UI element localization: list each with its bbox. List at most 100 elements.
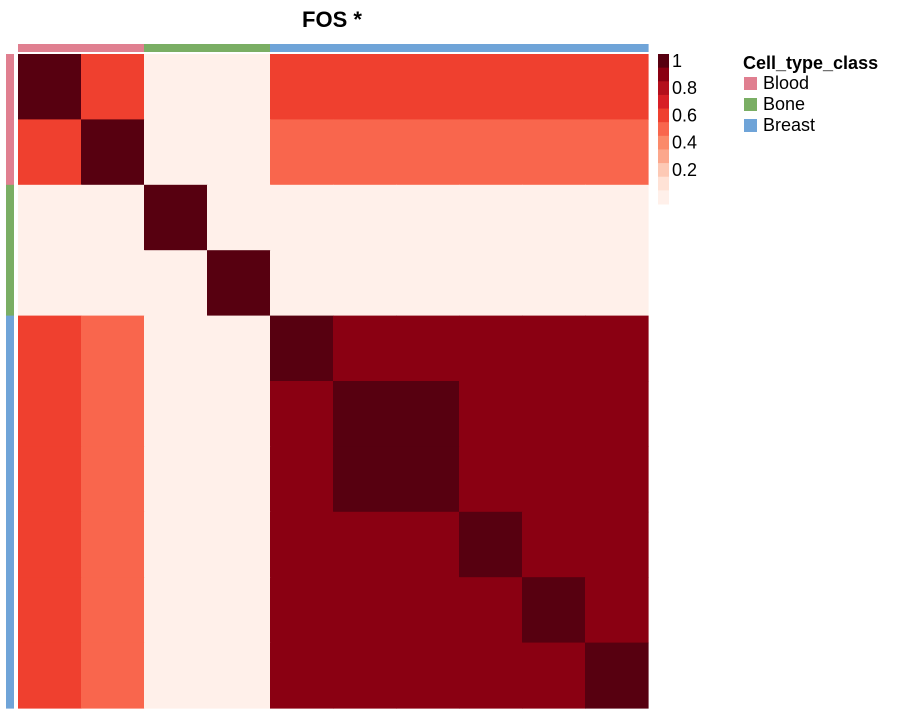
heatmap-cell-r2-c7: [459, 184, 523, 251]
heatmap-cell-r1-c0: [18, 119, 82, 186]
heatmap-cell-r9-c0: [18, 642, 82, 709]
color-scale-step-4: [658, 108, 669, 123]
heatmap-cell-r5-c8: [522, 381, 586, 447]
heatmap-cell-r3-c9: [585, 250, 649, 317]
heatmap-cell-r3-c8: [522, 250, 586, 317]
heatmap-cell-r8-c2: [144, 577, 208, 644]
heatmap-cell-r2-c6: [396, 184, 460, 251]
heatmap-cell-r8-c3: [207, 577, 271, 644]
heatmap-cell-r4-c3: [207, 315, 271, 382]
heatmap-cell-r7-c1: [81, 511, 145, 578]
heatmap-cell-r6-c2: [144, 446, 208, 513]
heatmap-cell-r1-c1: [81, 119, 145, 186]
color-scale-tick-2: 0.6: [672, 105, 697, 125]
heatmap-cell-r2-c0: [18, 184, 82, 251]
heatmap-cell-r8-c1: [81, 577, 145, 644]
heatmap-cell-r9-c9: [585, 642, 649, 709]
color-scale-step-3: [658, 94, 669, 110]
legend-label-blood: Blood: [763, 73, 809, 93]
heatmap-cell-r1-c6: [396, 119, 460, 186]
heatmap-cell-r7-c5: [333, 511, 397, 578]
heatmap-cell-r0-c8: [522, 54, 586, 120]
heatmap-cell-r4-c7: [459, 315, 523, 382]
heatmap-cell-r3-c6: [396, 250, 460, 317]
heatmap-cell-r1-c4: [270, 119, 334, 186]
heatmap-cell-r4-c0: [18, 315, 82, 382]
heatmap-cell-r6-c6: [396, 446, 460, 513]
heatmap-cell-r1-c9: [585, 119, 649, 186]
heatmap-cell-r4-c2: [144, 315, 208, 382]
heatmap-cell-r6-c1: [81, 446, 145, 513]
heatmap-cell-r4-c9: [585, 315, 649, 382]
top-annotation-breast-5: [333, 44, 397, 52]
heatmap-cell-r4-c4: [270, 315, 334, 382]
heatmap-cell-r4-c1: [81, 315, 145, 382]
heatmap-cell-r3-c4: [270, 250, 334, 317]
heatmap-cell-r9-c4: [270, 642, 334, 709]
legend-label-breast: Breast: [763, 115, 815, 135]
heatmap-cell-r2-c9: [585, 184, 649, 251]
color-scale-bar: [658, 54, 669, 205]
heatmap-cell-r8-c8: [522, 577, 586, 644]
heatmap-cell-r2-c4: [270, 184, 334, 251]
heatmap-cell-r3-c5: [333, 250, 397, 317]
color-scale-tick-0: 1: [672, 51, 682, 71]
top-annotation-bone-2: [144, 44, 208, 52]
top-annotation-bar: [18, 44, 649, 52]
top-annotation-breast-9: [585, 44, 649, 52]
heatmap-cell-r3-c0: [18, 250, 82, 317]
left-annotation-bar: [6, 54, 14, 709]
heatmap-cell-r7-c7: [459, 511, 523, 578]
top-annotation-blood-0: [18, 44, 82, 52]
heatmap-cell-r7-c9: [585, 511, 649, 578]
color-scale-step-8: [658, 163, 669, 178]
heatmap-cell-r0-c3: [207, 54, 271, 120]
heatmap-cell-r0-c9: [585, 54, 649, 120]
heatmap-cell-r7-c6: [396, 511, 460, 578]
heatmap-cell-r5-c1: [81, 381, 145, 447]
color-scale-step-7: [658, 149, 669, 164]
left-annotation-breast-9: [6, 642, 14, 709]
heatmap-cell-r3-c7: [459, 250, 523, 317]
color-scale-step-6: [658, 135, 669, 150]
heatmap-cell-r6-c8: [522, 446, 586, 513]
heatmap-cell-r4-c6: [396, 315, 460, 382]
heatmap-cell-r5-c0: [18, 381, 82, 447]
left-annotation-breast-6: [6, 446, 14, 513]
heatmap-cell-r8-c4: [270, 577, 334, 644]
heatmap-cell-r9-c2: [144, 642, 208, 709]
left-annotation-bone-2: [6, 184, 14, 251]
heatmap-cell-r5-c6: [396, 381, 460, 447]
heatmap-cell-r9-c1: [81, 642, 145, 709]
heatmap-cell-r1-c7: [459, 119, 523, 186]
heatmap-cell-r5-c2: [144, 381, 208, 447]
top-annotation-breast-4: [270, 44, 334, 52]
legend-title: Cell_type_class: [743, 53, 878, 73]
heatmap-cell-r0-c4: [270, 54, 334, 120]
heatmap-cell-r8-c9: [585, 577, 649, 644]
color-scale-tick-3: 0.4: [672, 133, 697, 153]
heatmap-cell-r7-c8: [522, 511, 586, 578]
heatmap-cell-r6-c4: [270, 446, 334, 513]
heatmap-cell-r6-c0: [18, 446, 82, 513]
heatmap-cell-r9-c3: [207, 642, 271, 709]
heatmap-cell-r2-c2: [144, 184, 208, 251]
heatmap-cell-r5-c7: [459, 381, 523, 447]
heatmap-cell-r6-c9: [585, 446, 649, 513]
heatmap-cell-r5-c5: [333, 381, 397, 447]
heatmap-cell-r5-c4: [270, 381, 334, 447]
heatmap-cell-r5-c3: [207, 381, 271, 447]
top-annotation-blood-1: [81, 44, 145, 52]
heatmap-cell-r0-c1: [81, 54, 145, 120]
left-annotation-blood-0: [6, 54, 14, 120]
legend-swatch-breast: [744, 119, 757, 132]
color-scale-ticks: 1 0.8 0.6 0.4 0.2: [672, 51, 697, 180]
color-scale-tick-1: 0.8: [672, 78, 697, 98]
heatmap-cell-r3-c2: [144, 250, 208, 317]
heatmap-cell-r1-c3: [207, 119, 271, 186]
heatmap-cell-r1-c5: [333, 119, 397, 186]
chart-title: FOS *: [302, 7, 362, 32]
left-annotation-breast-8: [6, 577, 14, 644]
heatmap-cell-r1-c2: [144, 119, 208, 186]
